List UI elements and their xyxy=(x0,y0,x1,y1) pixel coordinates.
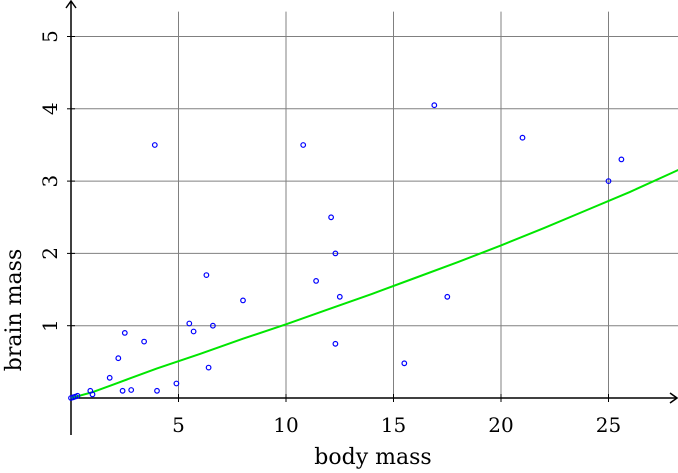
data-point xyxy=(121,330,128,336)
data-point xyxy=(154,387,160,394)
y-tick-label: 2 xyxy=(38,247,62,260)
data-point xyxy=(519,134,526,141)
data-point xyxy=(401,360,408,367)
data-point xyxy=(240,297,246,304)
y-tick-label: 4 xyxy=(38,102,62,115)
data-point xyxy=(115,355,122,362)
data-point xyxy=(300,142,307,148)
y-tick-labels: 1 2 3 4 5 xyxy=(38,30,75,332)
grid xyxy=(71,11,678,398)
data-point xyxy=(209,322,216,329)
data-point xyxy=(444,293,451,300)
series-line-absolute xyxy=(70,168,678,399)
data-point xyxy=(128,387,135,393)
data-point xyxy=(141,338,148,345)
data-points xyxy=(68,102,625,401)
data-point xyxy=(173,380,180,387)
data-point xyxy=(151,142,158,148)
x-tick-label: 15 xyxy=(381,413,406,437)
y-axis-label: brain mass xyxy=(2,249,27,371)
data-point xyxy=(431,102,438,109)
y-axis-arrow xyxy=(65,0,77,9)
data-point xyxy=(119,387,126,394)
axes xyxy=(65,0,678,435)
x-tick-label: 10 xyxy=(273,413,298,437)
x-axis-arrow xyxy=(669,392,678,404)
data-point xyxy=(205,364,212,371)
data-point xyxy=(186,320,193,327)
data-point xyxy=(332,340,339,347)
data-point xyxy=(313,278,320,284)
x-tick-labels: 5101520253035404550 xyxy=(172,394,621,437)
y-tick-label: 3 xyxy=(38,175,62,188)
data-point xyxy=(605,178,612,185)
data-point xyxy=(328,214,335,221)
y-tick-label: 5 xyxy=(38,30,62,43)
data-point xyxy=(336,293,343,300)
data-point xyxy=(89,391,96,398)
data-point xyxy=(74,392,81,399)
data-point xyxy=(190,328,197,335)
y-tick-label: 1 xyxy=(38,319,62,332)
data-point xyxy=(203,272,210,279)
x-tick-label: 5 xyxy=(172,413,185,437)
x-tick-label: 20 xyxy=(488,413,513,437)
data-point xyxy=(106,374,113,381)
x-tick-label: 25 xyxy=(596,413,621,437)
data-point xyxy=(332,250,339,257)
x-axis-label: body mass xyxy=(314,445,431,470)
data-point xyxy=(618,156,625,163)
